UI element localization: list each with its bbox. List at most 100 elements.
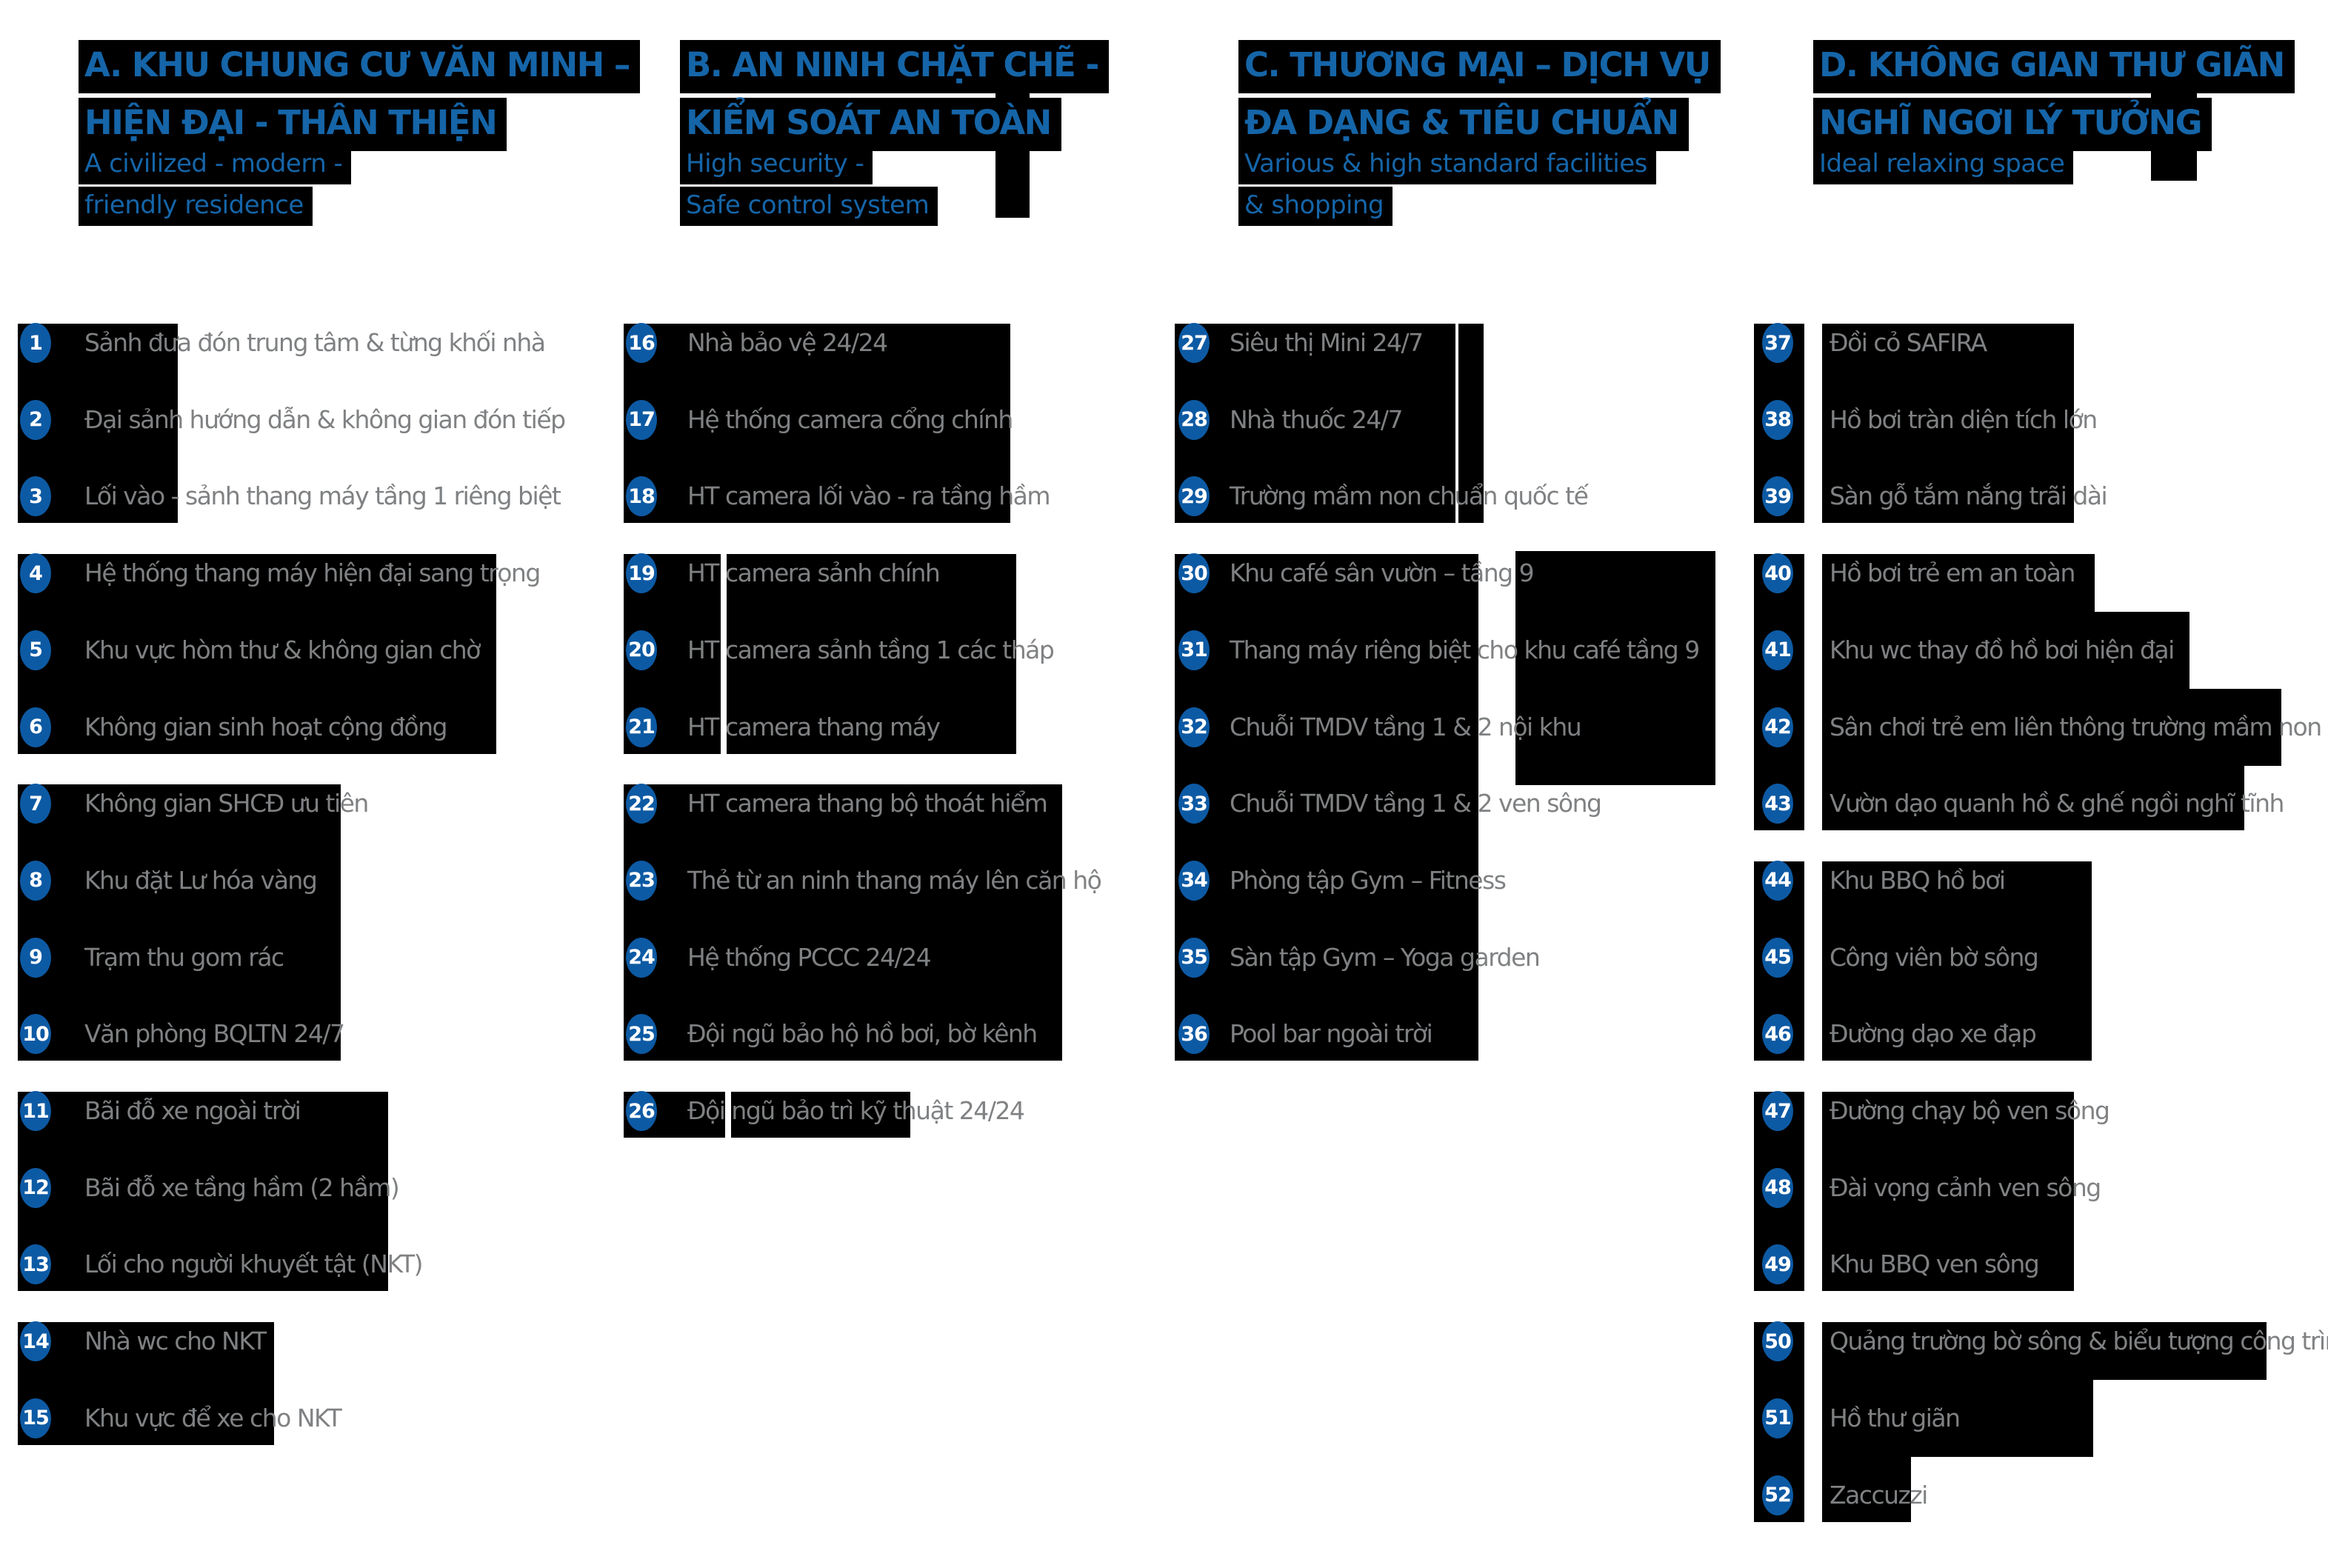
- item-number: 42: [1764, 715, 1792, 738]
- item-number-badge: 14: [20, 1321, 51, 1362]
- highlight-box: [18, 1322, 274, 1381]
- highlight-box: [1458, 458, 1484, 524]
- highlight-box: [1822, 611, 2189, 689]
- item-label: HT camera thang máy: [687, 712, 941, 741]
- item-number: 49: [1764, 1252, 1792, 1276]
- item-label: Đường dạo xe đạp: [1830, 1019, 2037, 1049]
- highlight-box: [1822, 1379, 2093, 1457]
- item-number: 11: [22, 1099, 50, 1123]
- item-number-badge: 37: [1762, 323, 1793, 363]
- section-c-title-text: C. THƯƠNG MẠI – DỊCH VỤ: [1238, 40, 1721, 93]
- item-number-badge: 35: [1178, 937, 1210, 978]
- highlight-box: [1822, 861, 2092, 919]
- highlight-box: [1822, 765, 2244, 831]
- item-label: Không gian SHCĐ ưu tiên: [84, 789, 369, 818]
- highlight-box: [624, 458, 1010, 524]
- item-number-badge: 1: [20, 323, 51, 363]
- item-number-badge: 31: [1178, 630, 1210, 670]
- highlight-box: [18, 688, 496, 754]
- item-label: Công viên bờ sông: [1830, 942, 2039, 972]
- item-number: 52: [1764, 1484, 1792, 1507]
- item-number-badge: 25: [626, 1014, 657, 1055]
- item-number-badge: 33: [1178, 784, 1210, 824]
- item-label: Zaccuzzi: [1830, 1480, 1928, 1509]
- item-number: 35: [1181, 946, 1208, 970]
- item-number-badge: 18: [626, 476, 657, 517]
- item-number: 22: [628, 792, 656, 815]
- section-c-title-text: ĐA DẠNG & TIÊU CHUẨN: [1238, 98, 1689, 151]
- item-label: Văn phòng BQLTN 24/7: [84, 1019, 345, 1049]
- item-number: 12: [22, 1176, 50, 1200]
- item-number: 10: [22, 1022, 50, 1046]
- section-b-title-line: B. AN NINH CHẶT CHẼ -: [680, 40, 1109, 98]
- item-number: 18: [628, 484, 656, 508]
- section-c-subtitle-line: Various & high standard facilities: [1238, 145, 1656, 187]
- section-a-title-line: HIỆN ĐẠI - THÂN THIỆN: [79, 98, 640, 156]
- item-label: Nhà bảo vệ 24/24: [687, 328, 888, 357]
- highlight-box: [1822, 1092, 2074, 1150]
- item-label: Hệ thống PCCC 24/24: [687, 942, 932, 972]
- item-number-badge: 6: [20, 707, 51, 747]
- item-number-badge: 47: [1762, 1091, 1793, 1131]
- item-label: Khu BBQ ven sông: [1830, 1250, 2040, 1279]
- section-d-title-line: D. KHÔNG GIAN THƯ GIÃN: [1813, 40, 2295, 98]
- item-label: Đội ngũ bảo hộ hồ bơi, bờ kênh: [687, 1019, 1038, 1049]
- section-d-subtitle-line: Ideal relaxing space: [1813, 145, 2074, 187]
- section-a-subtitle: A civilized - modern - friendly residence: [79, 145, 352, 228]
- item-label: HT camera sảnh chính: [687, 558, 941, 588]
- item-number-badge: 32: [1178, 707, 1210, 747]
- item-number: 21: [628, 715, 656, 738]
- item-label: HT camera lối vào - ra tầng hầm: [687, 481, 1050, 511]
- item-number: 2: [29, 408, 43, 432]
- item-number-badge: 39: [1762, 476, 1793, 517]
- item-label: Bãi đỗ xe ngoài trời: [84, 1096, 301, 1125]
- section-d-subtitle-text: Ideal relaxing space: [1813, 145, 2074, 184]
- highlight-box: [1822, 918, 2092, 996]
- item-number: 39: [1764, 484, 1792, 508]
- item-label: HT camera sảnh tầng 1 các tháp: [687, 635, 1055, 664]
- item-number: 32: [1181, 715, 1208, 738]
- item-label: Đội ngũ bảo trì kỹ thuật 24/24: [687, 1096, 1025, 1125]
- item-label: Khu café sân vườn – tầng 9: [1230, 558, 1535, 588]
- section-d-title-text: D. KHÔNG GIAN THƯ GIÃN: [1813, 40, 2295, 93]
- highlight-box: [727, 688, 1016, 754]
- item-number: 9: [29, 946, 43, 970]
- highlight-box: [1175, 554, 1478, 613]
- highlight-box: [1822, 1456, 1911, 1522]
- item-number-badge: 40: [1762, 553, 1793, 594]
- highlight-box: [1175, 995, 1478, 1061]
- item-label: Sân chơi trẻ em liên thông trường mầm no…: [1830, 712, 2322, 741]
- section-c-title-line: C. THƯƠNG MẠI – DỊCH VỤ: [1238, 40, 1721, 98]
- section-b-subtitle-text: Safe control system: [680, 187, 938, 226]
- item-label: Quảng trường bờ sông & biểu tượng công t…: [1830, 1327, 2328, 1356]
- item-number-badge: 43: [1762, 784, 1793, 824]
- item-number-badge: 28: [1178, 399, 1210, 440]
- item-number-badge: 7: [20, 784, 51, 824]
- section-c-header: C. THƯƠNG MẠI – DỊCH VỤ ĐA DẠNG & TIÊU CH…: [1238, 40, 1721, 156]
- highlight-box: [1458, 324, 1484, 381]
- item-number-badge: 11: [20, 1091, 51, 1131]
- item-label: Khu đặt Lư hóa vàng: [84, 865, 318, 895]
- item-number-badge: 49: [1762, 1244, 1793, 1285]
- item-number: 30: [1181, 561, 1208, 585]
- highlight-box: [731, 1092, 910, 1138]
- item-number: 45: [1764, 946, 1792, 970]
- item-number-badge: 36: [1178, 1014, 1210, 1055]
- item-label: Sàn tập Gym – Yoga garden: [1230, 942, 1541, 972]
- item-label: Thẻ từ an ninh thang máy lên căn hộ: [687, 865, 1102, 895]
- item-label: Khu wc thay đồ hồ bơi hiện đại: [1830, 635, 2175, 664]
- item-number-badge: 21: [626, 707, 657, 747]
- highlight-box: [1175, 765, 1478, 843]
- item-label: Khu vực hòm thư & không gian chờ: [84, 635, 481, 664]
- item-label: Đài vọng cảnh ven sông: [1830, 1172, 2101, 1202]
- highlight-box: [1175, 324, 1455, 381]
- item-number-badge: 23: [626, 860, 657, 901]
- item-number-badge: 3: [20, 476, 51, 517]
- item-number-badge: 9: [20, 937, 51, 978]
- item-label: Chuỗi TMDV tầng 1 & 2 ven sông: [1230, 789, 1602, 818]
- item-label: Hệ thống thang máy hiện đại sang trọng: [84, 558, 541, 588]
- section-b-title-text: B. AN NINH CHẶT CHẼ -: [680, 40, 1109, 93]
- item-label: Vườn dạo quanh hồ & ghế ngồi nghĩ tĩnh: [1830, 789, 2284, 818]
- item-label: Bãi đỗ xe tầng hầm (2 hầm): [84, 1172, 400, 1202]
- item-number-badge: 41: [1762, 630, 1793, 670]
